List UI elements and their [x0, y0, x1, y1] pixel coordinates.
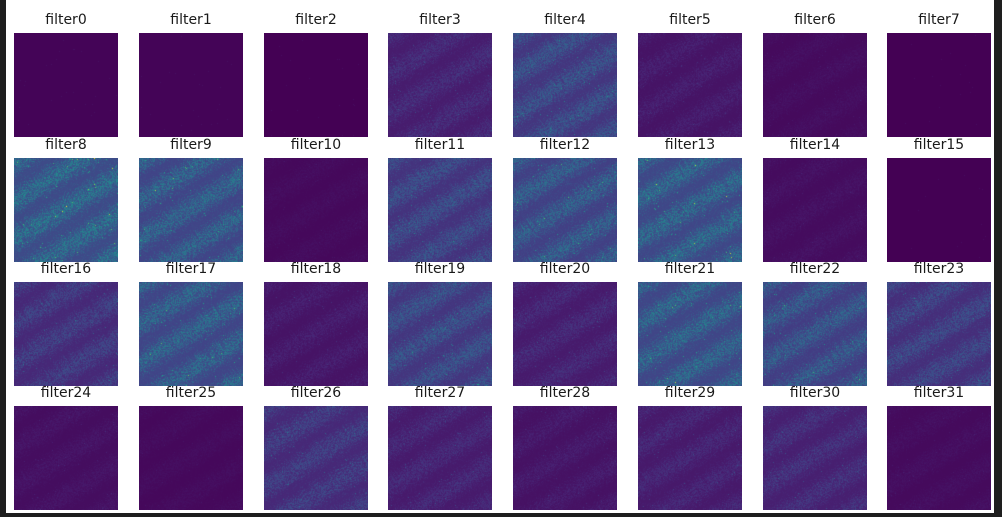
window-edge: [994, 0, 1002, 517]
panel-title: filter15: [913, 137, 965, 153]
panel-title: filter27: [414, 385, 466, 401]
feature-map-image: [14, 33, 118, 137]
panel-title: filter5: [669, 12, 711, 28]
feature-map-panel: filter14: [763, 135, 867, 262]
feature-map-panel: filter22: [763, 259, 867, 386]
feature-map-image: [139, 33, 243, 137]
panel-title: filter4: [544, 12, 586, 28]
feature-map-panel: filter25: [139, 383, 243, 510]
panel-title: filter10: [290, 137, 342, 153]
feature-map-image: [388, 406, 492, 510]
panel-title: filter6: [794, 12, 836, 28]
feature-map-panel: filter6: [763, 10, 867, 137]
feature-map-grid: filter0 filter1 filter2 filter3 filter4 filte…: [14, 10, 994, 510]
panel-title: filter2: [295, 12, 337, 28]
feature-map-image: [638, 406, 742, 510]
feature-map-panel: filter26: [264, 383, 368, 510]
feature-map-image: [887, 406, 991, 510]
feature-map-image: [14, 282, 118, 386]
feature-map-image: [638, 282, 742, 386]
feature-map-panel: filter7: [887, 10, 991, 137]
feature-map-panel: filter23: [887, 259, 991, 386]
feature-map-panel: filter12: [513, 135, 617, 262]
panel-title: filter19: [414, 261, 466, 277]
feature-map-panel: filter8: [14, 135, 118, 262]
feature-map-image: [14, 158, 118, 262]
feature-map-image: [264, 33, 368, 137]
panel-title: filter3: [419, 12, 461, 28]
feature-map-panel: filter31: [887, 383, 991, 510]
feature-map-panel: filter21: [638, 259, 742, 386]
feature-map-panel: filter11: [388, 135, 492, 262]
panel-title: filter25: [165, 385, 217, 401]
feature-map-panel: filter2: [264, 10, 368, 137]
feature-map-image: [887, 158, 991, 262]
feature-map-image: [513, 282, 617, 386]
feature-map-image: [763, 282, 867, 386]
feature-map-panel: filter0: [14, 10, 118, 137]
panel-title: filter29: [664, 385, 716, 401]
feature-map-panel: filter10: [264, 135, 368, 262]
feature-map-panel: filter24: [14, 383, 118, 510]
panel-title: filter16: [40, 261, 92, 277]
feature-map-panel: filter28: [513, 383, 617, 510]
feature-map-image: [14, 406, 118, 510]
feature-map-image: [139, 282, 243, 386]
panel-title: filter8: [45, 137, 87, 153]
feature-map-image: [388, 33, 492, 137]
feature-map-image: [513, 406, 617, 510]
panel-title: filter11: [414, 137, 466, 153]
panel-title: filter0: [45, 12, 87, 28]
feature-map-image: [887, 33, 991, 137]
feature-map-image: [887, 282, 991, 386]
panel-title: filter23: [913, 261, 965, 277]
feature-map-panel: filter3: [388, 10, 492, 137]
panel-title: filter31: [913, 385, 965, 401]
panel-title: filter21: [664, 261, 716, 277]
feature-map-panel: filter27: [388, 383, 492, 510]
panel-title: filter12: [539, 137, 591, 153]
feature-map-image: [139, 406, 243, 510]
feature-map-image: [139, 158, 243, 262]
panel-title: filter20: [539, 261, 591, 277]
panel-title: filter14: [789, 137, 841, 153]
feature-map-image: [513, 33, 617, 137]
panel-title: filter22: [789, 261, 841, 277]
feature-map-panel: filter4: [513, 10, 617, 137]
feature-map-panel: filter19: [388, 259, 492, 386]
feature-map-image: [763, 406, 867, 510]
feature-map-panel: filter18: [264, 259, 368, 386]
feature-map-image: [264, 406, 368, 510]
feature-map-panel: filter15: [887, 135, 991, 262]
panel-title: filter1: [170, 12, 212, 28]
feature-map-panel: filter1: [139, 10, 243, 137]
feature-map-image: [388, 158, 492, 262]
panel-title: filter28: [539, 385, 591, 401]
feature-map-panel: filter9: [139, 135, 243, 262]
panel-title: filter30: [789, 385, 841, 401]
panel-title: filter18: [290, 261, 342, 277]
feature-map-image: [638, 33, 742, 137]
panel-title: filter17: [165, 261, 217, 277]
panel-title: filter26: [290, 385, 342, 401]
panel-title: filter13: [664, 137, 716, 153]
feature-map-image: [264, 158, 368, 262]
feature-map-panel: filter17: [139, 259, 243, 386]
panel-title: filter9: [170, 137, 212, 153]
panel-title: filter7: [918, 12, 960, 28]
feature-map-image: [513, 158, 617, 262]
feature-map-image: [264, 282, 368, 386]
feature-map-panel: filter5: [638, 10, 742, 137]
feature-map-image: [388, 282, 492, 386]
panel-title: filter24: [40, 385, 92, 401]
feature-map-panel: filter20: [513, 259, 617, 386]
feature-map-image: [763, 33, 867, 137]
feature-map-image: [763, 158, 867, 262]
feature-map-panel: filter29: [638, 383, 742, 510]
feature-map-image: [638, 158, 742, 262]
feature-map-panel: filter30: [763, 383, 867, 510]
feature-map-panel: filter16: [14, 259, 118, 386]
feature-map-panel: filter13: [638, 135, 742, 262]
